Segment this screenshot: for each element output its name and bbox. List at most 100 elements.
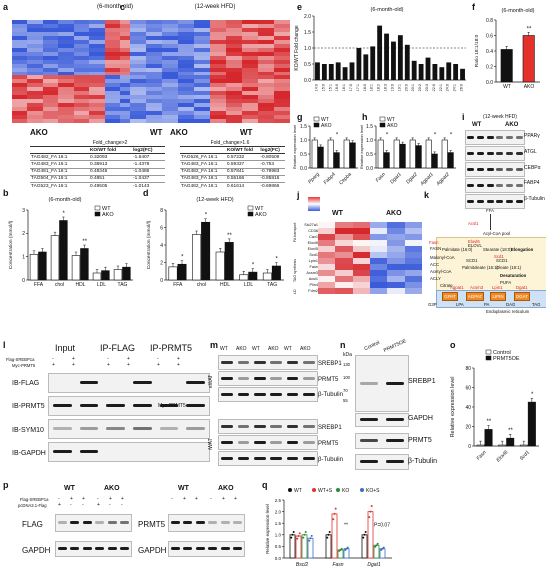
side-label-ld: LD	[293, 289, 297, 294]
category-label: 18:1	[370, 84, 374, 91]
significance-Scd1: *	[531, 392, 534, 398]
band	[53, 450, 72, 454]
heatmap-cell	[130, 47, 147, 53]
bar-Elovl6-PRMT5OE	[506, 437, 515, 447]
heatmap-cell	[73, 55, 90, 60]
legend-label-WT: WT	[102, 206, 111, 212]
heatmap-cell	[274, 111, 291, 116]
heatmap-cell	[352, 282, 371, 289]
heatmap-cell	[146, 23, 163, 29]
band	[286, 424, 299, 428]
heatmap-cell	[258, 91, 275, 96]
heatmap-cell	[130, 79, 147, 84]
heatmap-cell	[352, 252, 371, 259]
heatmap-cell	[210, 91, 227, 96]
band	[95, 547, 105, 551]
heatmap-cell	[119, 59, 136, 64]
bar-17:0	[349, 62, 355, 80]
heatmap-cell	[352, 228, 371, 235]
band	[95, 521, 105, 525]
data-point	[370, 505, 373, 508]
band	[186, 404, 205, 408]
legend-swatch-WT	[379, 116, 386, 122]
heatmap-cell	[194, 39, 211, 45]
category-label-FFA: FFA	[173, 282, 183, 288]
dgat-box: DGAT	[514, 292, 530, 301]
heatmap-cell	[258, 20, 275, 25]
heatmap-cell	[162, 107, 179, 112]
heatmap-cell	[58, 23, 75, 29]
panel-i-letter: i	[462, 112, 465, 122]
heatmap-cell	[318, 246, 336, 253]
elongation-label: Elongation	[511, 247, 534, 252]
band	[270, 360, 282, 364]
heatmap-cell	[119, 63, 136, 68]
heatmap-cell	[89, 67, 105, 72]
heatmap-cell	[89, 43, 105, 49]
band	[359, 381, 379, 385]
band	[515, 199, 523, 203]
legend-swatch-AKO	[379, 122, 386, 128]
lane-label: WT	[252, 346, 260, 352]
heatmap-cell	[58, 39, 75, 45]
bar-Agpat1-AKO	[431, 153, 438, 169]
heatmap-cell	[226, 47, 243, 53]
category-label: 18:2	[377, 84, 381, 91]
blot-strip-p-gapdh	[55, 541, 132, 557]
legend-label-KO: KO	[342, 488, 349, 494]
stearate-label: Stearate (18:0)	[483, 247, 512, 252]
heatmap-cell	[370, 222, 388, 229]
band	[486, 135, 494, 139]
heatmap-cell	[178, 51, 195, 57]
data-point	[309, 537, 312, 540]
y-tick-label: 2	[22, 231, 25, 237]
blot-label-gapdh: IB-GAPDH	[12, 450, 46, 457]
chart-f: 0.0 0.2 0.4 0.6 0.8 Ratio 18:1/18:0 WT AKO ** (6-…	[474, 8, 540, 90]
legend-label-AKO: AKO	[321, 123, 332, 129]
heatmap-cell	[42, 83, 59, 88]
heatmap-cell	[42, 115, 59, 120]
band	[385, 460, 405, 464]
heatmap-cell	[42, 119, 59, 124]
data-point	[363, 533, 366, 536]
heatmap-cell	[89, 23, 105, 29]
bar-20:1	[411, 60, 417, 80]
significance-Elovl6: **	[508, 428, 513, 434]
legend-swatch-Control	[485, 349, 492, 355]
heatmap-cell	[119, 119, 136, 124]
heatmap-cell	[73, 35, 90, 41]
band	[359, 418, 379, 422]
heatmap-cell	[352, 246, 371, 253]
p-band-gapdh-right: GAPDH	[138, 546, 167, 555]
bar-Dgat1-WT+S	[367, 511, 374, 559]
heatmap-cell	[162, 99, 179, 104]
heatmap-cell	[12, 59, 28, 64]
heatmap-cell	[335, 270, 354, 277]
legend-label-WT: WT	[387, 117, 395, 123]
heatmap-cell	[258, 83, 275, 88]
band	[79, 427, 99, 431]
heatmap-cell	[42, 99, 59, 104]
blot-strip-n-gapdh	[355, 413, 409, 427]
bar-Fasn-PRMT5OE	[484, 429, 493, 447]
y-axis-label: Concentration (mmol/l)	[8, 220, 14, 269]
band	[486, 199, 494, 203]
heatmap-cell	[226, 23, 243, 29]
heatmap-cell	[352, 234, 371, 241]
heatmap-cell	[226, 115, 243, 120]
bar-Dgat1-WT	[393, 139, 400, 169]
heatmap-cell	[194, 91, 211, 96]
band	[467, 183, 475, 187]
y-tick-label: 20	[465, 424, 471, 430]
heatmap-cell	[130, 35, 147, 41]
heatmap-cell	[89, 71, 105, 76]
heatmap-cell	[42, 111, 59, 116]
band	[133, 427, 152, 431]
heatmap-cell	[226, 87, 243, 92]
acsl1-label: Acsl1	[468, 221, 479, 226]
heatmap-cell	[404, 270, 423, 277]
heatmap-cell	[335, 282, 354, 289]
heatmap-cell	[89, 35, 105, 41]
y-tick-label: 80	[465, 366, 471, 372]
n-band-prmt5: PRMT5	[408, 437, 432, 444]
